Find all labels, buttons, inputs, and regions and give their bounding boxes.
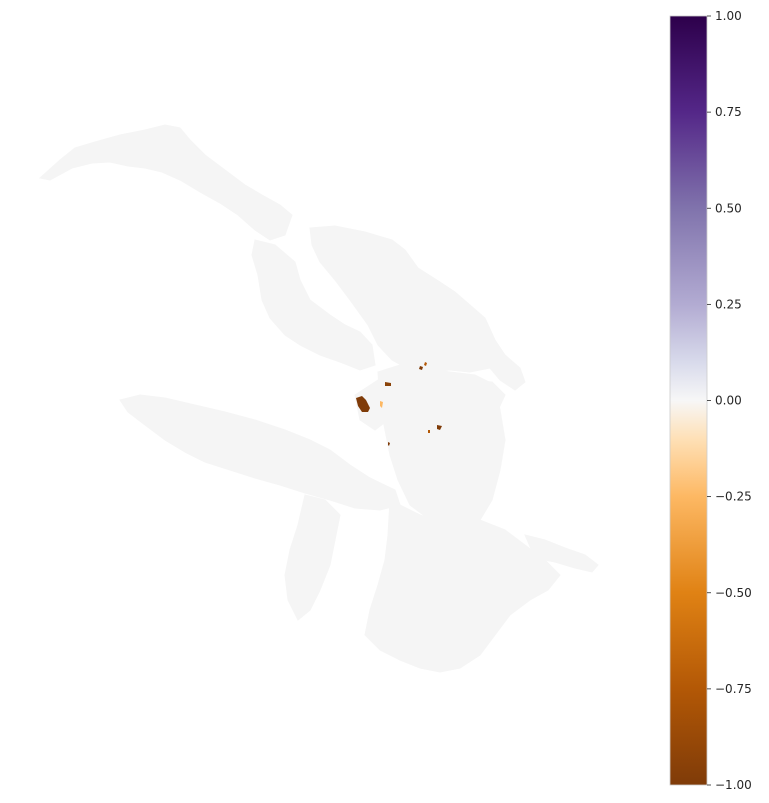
colorbar-tick-label: 1.00 <box>715 9 742 23</box>
district-highlight <box>380 401 383 408</box>
colorbar-ticks: 1.00 0.75 0.50 0.25 0.00 −0.25 −0.50 −0.75 −1.00 <box>707 9 752 792</box>
district-highlight <box>356 396 370 412</box>
land-area <box>38 124 599 673</box>
district-highlight <box>388 442 390 446</box>
district-highlight <box>419 366 423 370</box>
colorbar-tick-label: 0.75 <box>715 105 742 119</box>
highlighted-districts <box>356 362 442 446</box>
colorbar-tick-label: 0.25 <box>715 297 742 311</box>
colorbar-tick-label: −0.75 <box>715 682 752 696</box>
colorbar-tick-label: −0.50 <box>715 586 752 600</box>
colorbar-gradient <box>669 15 708 786</box>
colorbar-tick-label: −0.25 <box>715 490 752 504</box>
district-highlight <box>424 362 427 366</box>
choropleth-map <box>38 124 599 673</box>
district-highlight <box>385 382 391 386</box>
district-highlight <box>428 430 430 433</box>
colorbar-tick-label: −1.00 <box>715 778 752 792</box>
colorbar-tick-label: 0.50 <box>715 201 742 215</box>
colorbar-tick-label: 0.00 <box>715 394 742 408</box>
district-highlight <box>437 425 442 430</box>
